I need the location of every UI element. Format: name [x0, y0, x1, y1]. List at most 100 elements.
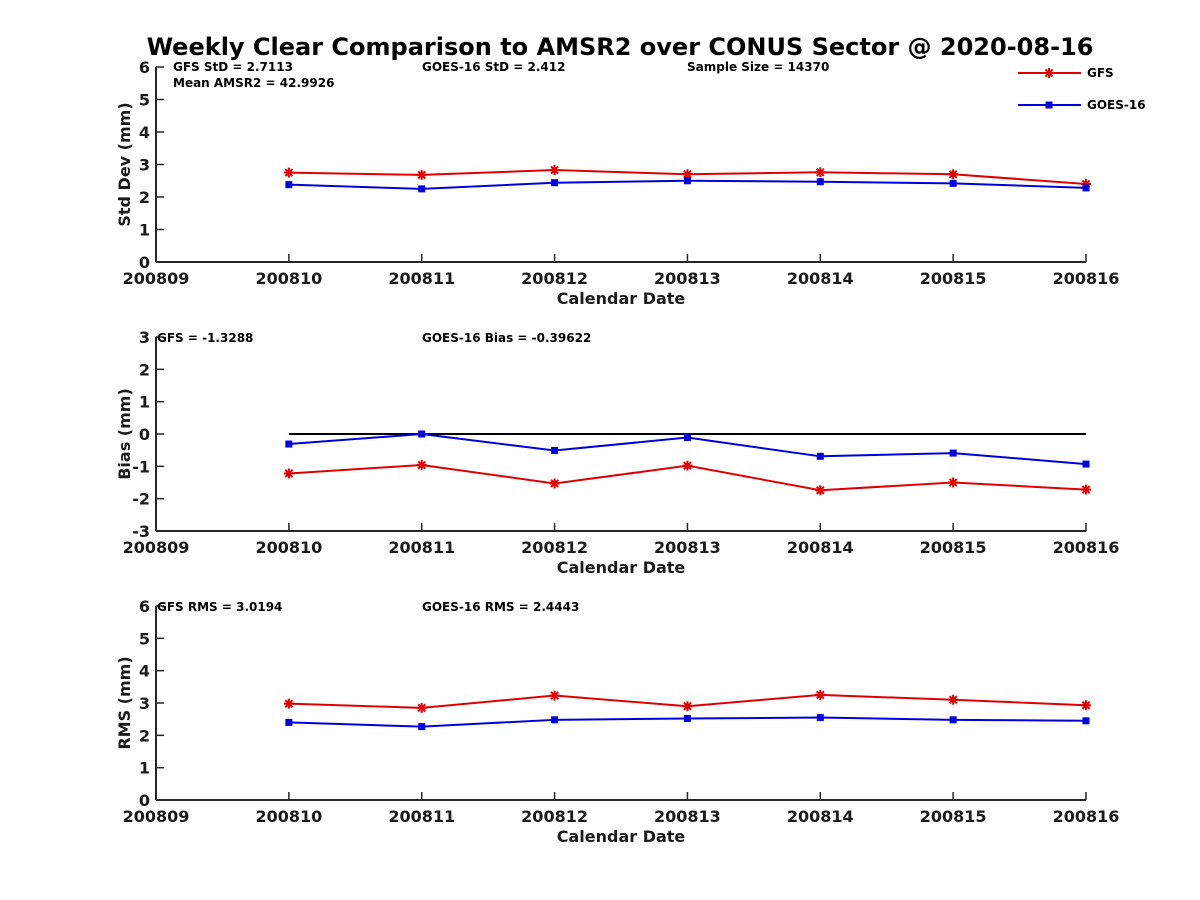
y-tick-label: 2 — [139, 188, 150, 207]
stat-annotation: GOES-16 RMS = 2.4443 — [422, 600, 579, 614]
data-point — [549, 165, 560, 176]
data-point — [416, 169, 427, 180]
y-tick-label: 1 — [139, 393, 150, 412]
data-point — [549, 478, 560, 489]
data-point — [816, 178, 824, 186]
x-tick-label: 200816 — [1053, 807, 1120, 826]
data-point — [948, 694, 959, 705]
data-point — [682, 460, 693, 471]
y-tick-label: 4 — [139, 123, 150, 142]
x-tick-label: 200815 — [920, 269, 987, 288]
legend-marker — [1045, 101, 1053, 109]
y-tick-label: 3 — [139, 156, 150, 175]
x-axis-label: Calendar Date — [557, 289, 686, 308]
x-tick-label: 200811 — [388, 538, 455, 557]
data-point — [815, 167, 826, 178]
y-tick-label: 2 — [139, 360, 150, 379]
x-tick-label: 200809 — [123, 807, 190, 826]
data-point — [551, 446, 559, 454]
chart-panel-2: -3 -2 -1 0 1 2 3 200809 200810 200811 200812 200813… — [115, 328, 1119, 577]
y-tick-label: 0 — [139, 253, 150, 272]
y-tick-label: 5 — [139, 91, 150, 110]
data-point — [285, 440, 293, 448]
data-point — [418, 723, 426, 731]
y-tick-label: 6 — [139, 597, 150, 616]
x-tick-label: 200810 — [255, 538, 322, 557]
x-tick-label: 200813 — [654, 807, 721, 826]
x-tick-label: 200813 — [654, 538, 721, 557]
x-tick-label: 200811 — [388, 269, 455, 288]
stat-annotation: Sample Size = 14370 — [687, 60, 829, 74]
data-point — [283, 468, 294, 479]
y-tick-label: -1 — [132, 457, 150, 476]
legend-label: GFS — [1087, 66, 1114, 80]
data-point — [285, 718, 293, 726]
series-gfs — [283, 689, 1091, 713]
x-tick-label: 200814 — [787, 538, 854, 557]
y-tick-label: 3 — [139, 328, 150, 347]
data-point — [948, 477, 959, 488]
stat-annotation: Mean AMSR2 = 42.9926 — [173, 76, 334, 90]
data-point — [816, 452, 824, 460]
x-tick-label: 200811 — [388, 807, 455, 826]
x-tick-label: 200815 — [920, 538, 987, 557]
x-tick-label: 200814 — [787, 807, 854, 826]
x-tick-label: 200814 — [787, 269, 854, 288]
stat-annotation: GFS StD = 2.7113 — [173, 60, 293, 74]
data-point — [682, 701, 693, 712]
x-tick-label: 200813 — [654, 269, 721, 288]
chart-panel-1: 0 1 2 3 4 5 6 200809 200810 200811 200812 200813 200… — [115, 58, 1119, 308]
y-tick-label: -2 — [132, 490, 150, 509]
data-point — [683, 177, 691, 185]
series-gfs — [283, 460, 1091, 496]
x-axis-label: Calendar Date — [557, 558, 686, 577]
y-axis-label: RMS (mm) — [115, 656, 134, 749]
y-tick-label: 1 — [139, 759, 150, 778]
x-axis-label: Calendar Date — [557, 827, 686, 846]
chart-panel-3: 0 1 2 3 4 5 6 200809 200810 200811 200812 200813 200… — [115, 597, 1119, 846]
y-axis-label: Bias (mm) — [115, 388, 134, 480]
data-point — [1081, 179, 1091, 189]
stat-annotation: GOES-16 Bias = -0.39622 — [422, 331, 591, 345]
y-tick-label: 4 — [139, 662, 150, 681]
data-point — [683, 715, 691, 723]
y-axis-label: Std Dev (mm) — [115, 102, 134, 226]
data-point — [949, 179, 957, 187]
y-tick-label: 1 — [139, 221, 150, 240]
series-goes-16 — [285, 177, 1090, 193]
data-point — [418, 430, 426, 438]
data-point — [815, 485, 826, 496]
legend-marker — [1044, 68, 1054, 78]
data-point — [948, 169, 959, 180]
x-tick-label: 200816 — [1053, 269, 1120, 288]
legend-label: GOES-16 — [1087, 98, 1146, 112]
data-point — [816, 714, 824, 722]
data-point — [285, 181, 293, 189]
y-tick-label: 5 — [139, 629, 150, 648]
series-gfs — [283, 165, 1091, 189]
x-tick-label: 200809 — [123, 538, 190, 557]
data-point — [949, 449, 957, 457]
series-goes-16 — [285, 714, 1090, 731]
y-tick-label: 0 — [139, 425, 150, 444]
stat-annotation: GFS RMS = 3.0194 — [157, 600, 282, 614]
legend-entry-goes-16: GOES-16 — [1018, 98, 1146, 112]
y-tick-label: 3 — [139, 694, 150, 713]
legend: GFS GOES-16 — [1018, 66, 1146, 112]
data-point — [551, 179, 559, 187]
series-goes-16 — [285, 430, 1090, 468]
data-point — [1082, 717, 1090, 725]
panels: 0 1 2 3 4 5 6 200809 200810 200811 200812 200813 200… — [115, 58, 1119, 846]
x-tick-label: 200810 — [255, 807, 322, 826]
data-point — [418, 185, 426, 193]
data-point — [283, 167, 294, 178]
legend-entry-gfs: GFS — [1018, 66, 1114, 80]
x-tick-label: 200809 — [123, 269, 190, 288]
stat-annotation: GFS = -1.3288 — [157, 331, 253, 345]
data-point — [416, 702, 427, 713]
x-tick-label: 200812 — [521, 269, 588, 288]
y-tick-label: -3 — [132, 522, 150, 541]
stat-annotation: GOES-16 StD = 2.412 — [422, 60, 565, 74]
x-tick-label: 200810 — [255, 269, 322, 288]
